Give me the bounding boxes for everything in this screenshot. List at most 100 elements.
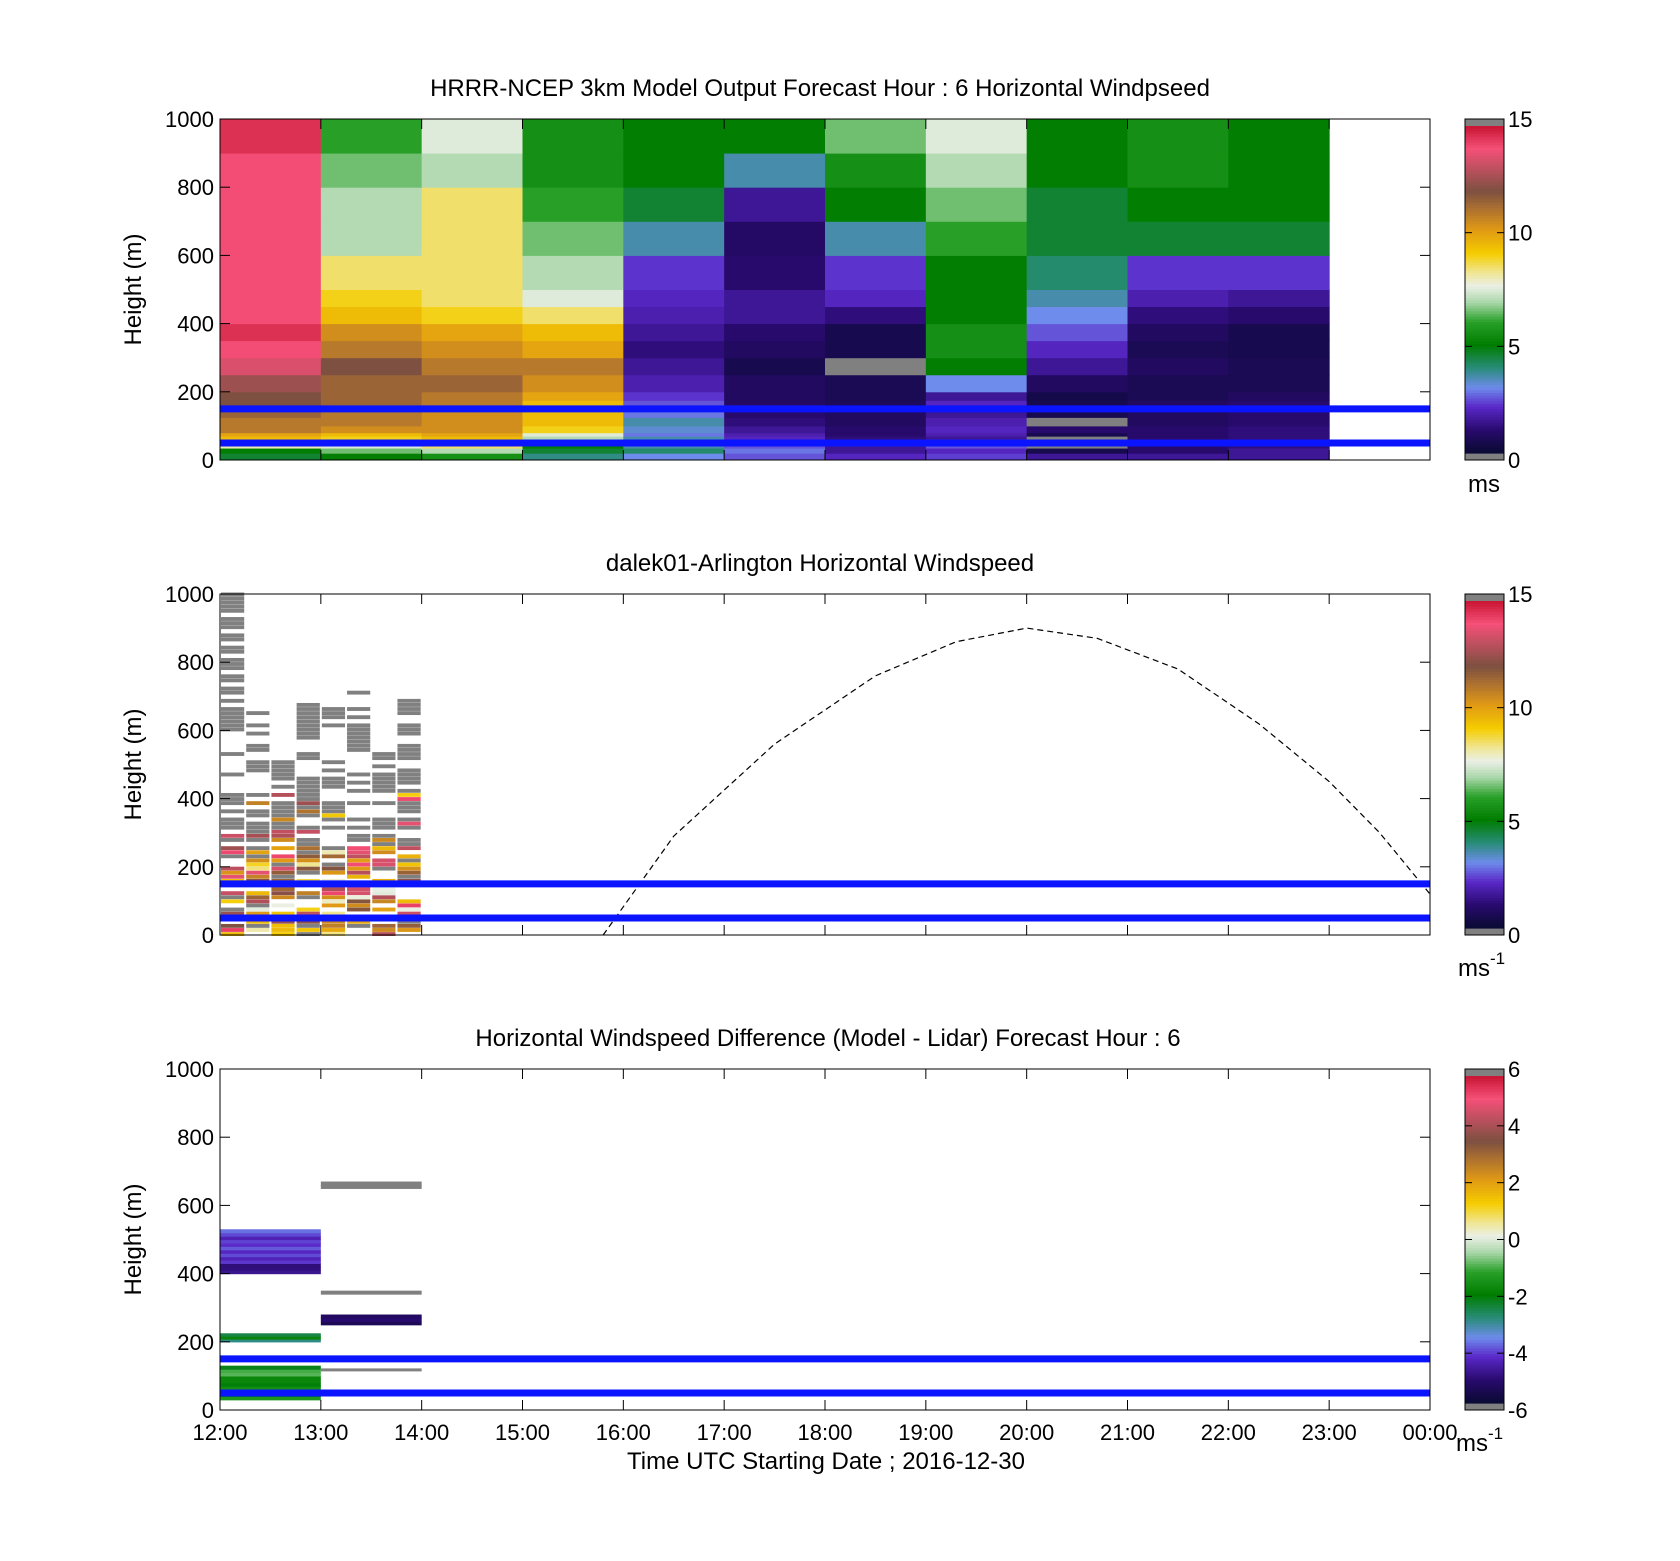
colorbar-segment bbox=[1465, 324, 1504, 329]
lidar-bin bbox=[296, 801, 320, 806]
colorbar-segment bbox=[1465, 693, 1504, 697]
colorbar-segment bbox=[1465, 783, 1504, 787]
lidar-bin bbox=[296, 715, 320, 720]
colorbar-segment bbox=[1465, 240, 1504, 244]
colorbar-segment bbox=[1465, 663, 1504, 667]
difference-cell bbox=[220, 1396, 321, 1401]
difference-cell bbox=[220, 1232, 321, 1237]
model-cell bbox=[220, 289, 322, 308]
model-cell bbox=[1026, 400, 1128, 410]
difference-cell bbox=[220, 1369, 321, 1374]
colorbar-segment bbox=[1465, 658, 1504, 662]
lidar-bin bbox=[397, 772, 421, 777]
colorbar-segment bbox=[1465, 376, 1504, 381]
difference-cell bbox=[220, 1386, 321, 1391]
colorbar-segment bbox=[1465, 707, 1504, 711]
colorbar-segment bbox=[1465, 647, 1504, 651]
colorbar-segment bbox=[1465, 802, 1504, 806]
lidar-bin bbox=[347, 739, 371, 744]
lidar-bin bbox=[397, 899, 421, 904]
colorbar-segment bbox=[1465, 131, 1504, 135]
lidar-bin bbox=[271, 870, 295, 875]
lidar-bin bbox=[372, 891, 396, 896]
colorbar-segment bbox=[1465, 194, 1504, 198]
colorbar-segment bbox=[1465, 734, 1504, 738]
colorbar-segment bbox=[1465, 767, 1504, 771]
colorbar-under bbox=[1465, 453, 1504, 460]
lidar-bin bbox=[296, 919, 320, 924]
model-cell bbox=[320, 453, 423, 461]
lidar-bin bbox=[271, 829, 295, 834]
colorbar-segment bbox=[1465, 1157, 1504, 1162]
lidar-bin bbox=[347, 772, 371, 777]
model-cell bbox=[925, 119, 1028, 154]
lidar-bin bbox=[246, 801, 270, 806]
colorbar-segment bbox=[1465, 275, 1504, 280]
colorbar-segment bbox=[1465, 1160, 1504, 1164]
lidar-bin bbox=[221, 797, 245, 801]
colorbar-segment bbox=[1465, 868, 1504, 872]
colorbar-segment bbox=[1465, 1105, 1504, 1110]
model-cell bbox=[421, 153, 523, 188]
lidar-bin bbox=[372, 862, 396, 867]
colorbar-tick-label: 0 bbox=[1508, 1228, 1520, 1253]
model-cell bbox=[522, 153, 624, 188]
colorbar-segment bbox=[1465, 202, 1504, 206]
difference-cell bbox=[220, 1249, 321, 1254]
model-cell bbox=[522, 289, 624, 308]
difference-cell bbox=[220, 1256, 321, 1261]
lidar-bin bbox=[246, 899, 270, 904]
model-cell bbox=[320, 374, 423, 393]
colorbar-segment bbox=[1465, 199, 1504, 203]
lidar-bin bbox=[347, 846, 371, 851]
colorbar-segment bbox=[1465, 278, 1504, 282]
model-cell bbox=[1026, 425, 1128, 434]
lidar-bin bbox=[296, 784, 320, 789]
colorbar-segment bbox=[1465, 819, 1504, 823]
lidar-bin bbox=[246, 760, 270, 765]
colorbar-segment bbox=[1465, 237, 1504, 242]
lidar-bin bbox=[397, 911, 421, 916]
lidar-bin bbox=[321, 768, 346, 773]
colorbar-segment bbox=[1465, 128, 1504, 133]
model-cell bbox=[421, 408, 523, 418]
model-cell bbox=[1026, 374, 1128, 393]
lidar-bin bbox=[221, 752, 245, 756]
colorbar-segment bbox=[1465, 1217, 1504, 1222]
lidar-bin bbox=[397, 907, 421, 912]
colorbar-segment bbox=[1465, 136, 1504, 141]
colorbar-segment bbox=[1465, 382, 1504, 386]
model-colorbar: 0 5 10 15 bbox=[1464, 107, 1532, 473]
model-cell bbox=[522, 436, 624, 441]
lidar-bin bbox=[221, 649, 245, 654]
colorbar-segment bbox=[1465, 213, 1504, 217]
lidar-bin bbox=[347, 919, 371, 924]
lidar-bin bbox=[246, 829, 270, 834]
lidar-bin bbox=[372, 850, 396, 855]
model-cell bbox=[724, 187, 826, 222]
model-cell bbox=[623, 119, 725, 154]
colorbar-segment bbox=[1465, 898, 1504, 902]
colorbar-segment bbox=[1465, 292, 1504, 296]
colorbar-segment bbox=[1465, 1114, 1504, 1118]
colorbar-segment bbox=[1465, 224, 1504, 228]
model-cell bbox=[825, 306, 927, 325]
colorbar-segment bbox=[1465, 232, 1504, 236]
lidar-bin bbox=[296, 858, 320, 863]
lidar-bin bbox=[347, 887, 371, 891]
colorbar-segment bbox=[1465, 636, 1504, 640]
colorbar-segment bbox=[1465, 903, 1504, 907]
difference-cell bbox=[320, 1181, 422, 1186]
model-cell bbox=[1228, 408, 1330, 418]
colorbar-segment bbox=[1465, 183, 1504, 187]
colorbar-segment bbox=[1465, 1310, 1504, 1314]
lidar-bin bbox=[347, 903, 371, 908]
lidar-bin bbox=[296, 928, 320, 932]
colorbar-segment bbox=[1465, 710, 1504, 714]
colorbar-segment bbox=[1465, 311, 1504, 315]
colorbar-segment bbox=[1465, 393, 1504, 397]
model-cell bbox=[1127, 255, 1229, 290]
y-tick-label: 1000 bbox=[165, 107, 214, 132]
model-cell bbox=[925, 187, 1028, 222]
lidar-bin bbox=[246, 838, 270, 842]
